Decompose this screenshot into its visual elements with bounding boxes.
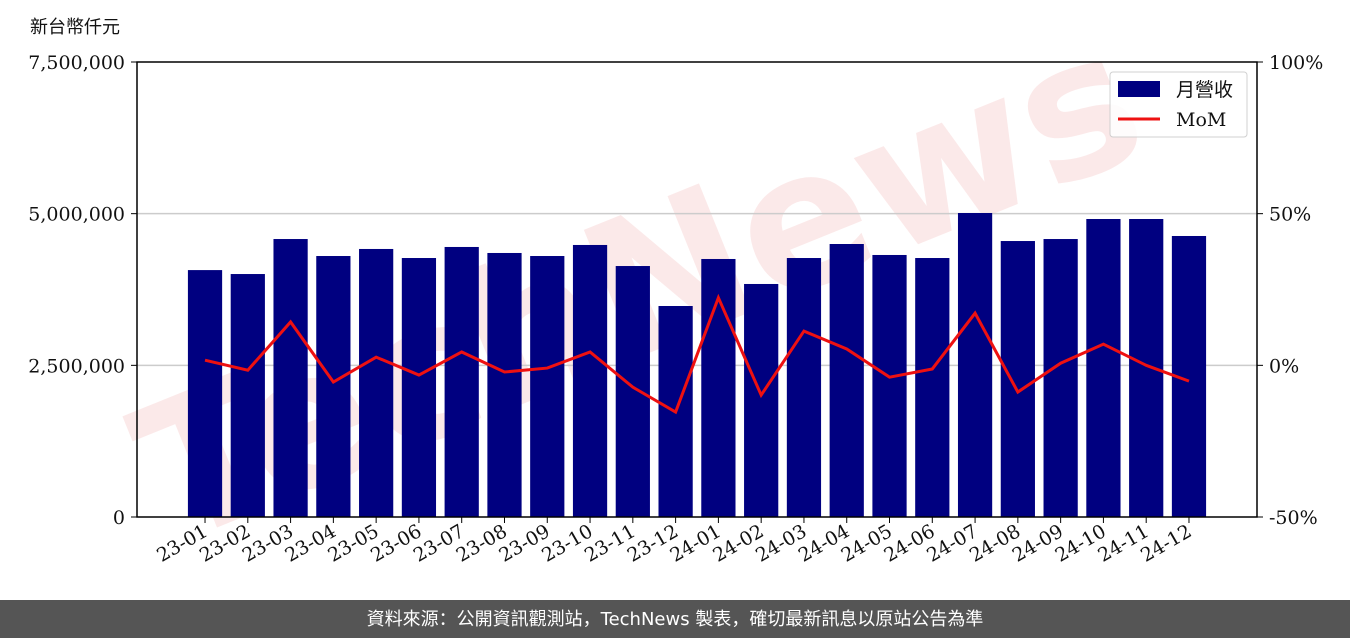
y-tick-label: 0 [113, 507, 125, 529]
bar [701, 258, 736, 517]
bar [187, 270, 223, 517]
bar [872, 254, 907, 518]
bar [1086, 219, 1121, 517]
y2-tick-label: 50% [1269, 204, 1311, 226]
bar [744, 283, 779, 517]
bar [572, 244, 608, 517]
legend-swatch [1118, 81, 1160, 97]
bar [316, 256, 351, 517]
bar [786, 258, 822, 517]
bar [273, 239, 308, 517]
y-tick-label: 5,000,000 [28, 204, 125, 226]
y2-tick-label: 0% [1269, 355, 1299, 377]
legend-label: MoM [1176, 109, 1226, 131]
bar [487, 252, 522, 517]
bar [915, 258, 950, 517]
bar [230, 274, 265, 517]
footer-text: 資料來源：公開資訊觀測站，TechNews 製表，確切最新訊息以原站公告為準 [367, 609, 984, 630]
y-tick-label: 2,500,000 [28, 355, 125, 377]
bar [957, 212, 993, 517]
y-tick-label: 7,500,000 [28, 52, 125, 74]
bar [1129, 219, 1164, 517]
bar [1043, 239, 1078, 517]
footer-bar [0, 600, 1350, 638]
bar [359, 248, 394, 517]
plot-frame [136, 61, 1258, 518]
y2-tick-label: 100% [1269, 52, 1323, 74]
bar [1000, 241, 1035, 517]
unit-label: 新台幣仟元 [30, 17, 120, 38]
y2-tick-label: -50% [1269, 507, 1318, 529]
bar [444, 246, 479, 518]
legend-label: 月營收 [1176, 79, 1233, 101]
bar [829, 244, 864, 517]
bar [615, 266, 650, 517]
mom-line [204, 293, 1190, 415]
bar [401, 258, 437, 517]
bar [530, 256, 565, 517]
x-tick-label: 24-12 [1137, 520, 1195, 566]
